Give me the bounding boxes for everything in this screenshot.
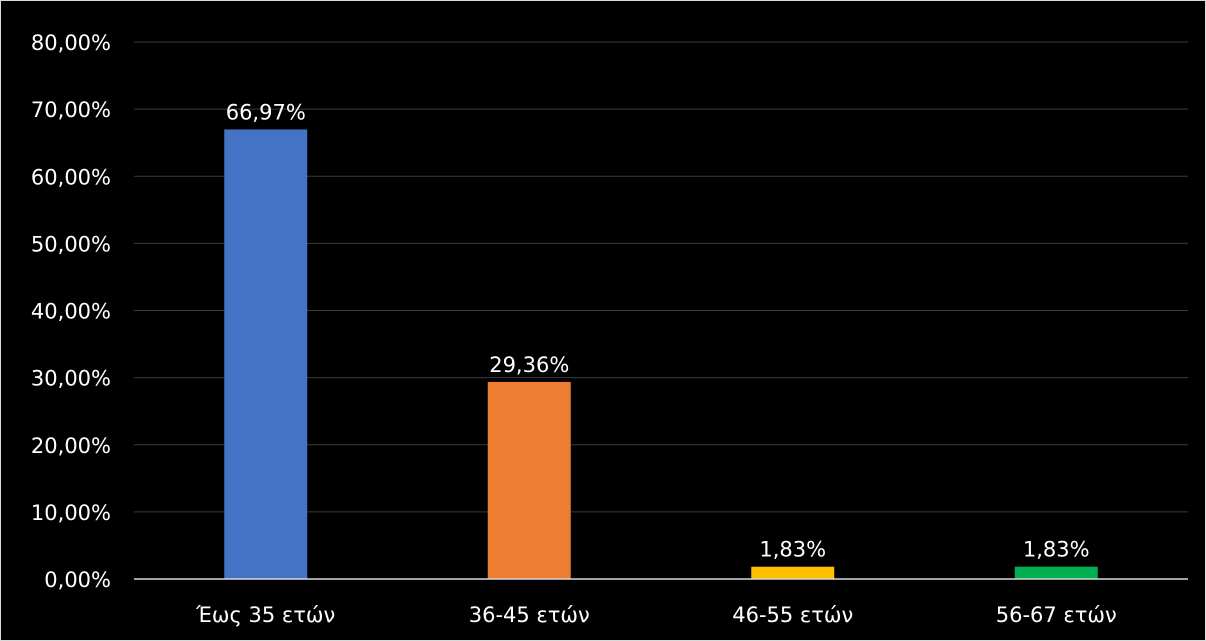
data-label: 1,83% bbox=[759, 538, 826, 562]
y-tick-label: 80,00% bbox=[31, 31, 111, 55]
data-label: 29,36% bbox=[489, 353, 569, 377]
y-tick-label: 20,00% bbox=[31, 434, 111, 458]
y-tick-label: 10,00% bbox=[31, 501, 111, 525]
x-category-label: 36-45 ετών bbox=[469, 603, 590, 627]
data-label: 1,83% bbox=[1023, 538, 1090, 562]
y-tick-label: 0,00% bbox=[44, 568, 111, 592]
bar bbox=[751, 566, 835, 579]
bars bbox=[224, 129, 1098, 580]
y-tick-label: 50,00% bbox=[31, 232, 111, 256]
y-tick-label: 40,00% bbox=[31, 300, 111, 324]
y-axis-tick-labels: 0,00% 10,00% 20,00% 30,00% 40,00% 50,00% 60,00… bbox=[31, 31, 111, 592]
bar bbox=[487, 381, 571, 579]
x-category-label: 56-67 ετών bbox=[996, 603, 1117, 627]
x-category-label: Έως 35 ετών bbox=[195, 603, 335, 627]
y-tick-label: 70,00% bbox=[31, 98, 111, 122]
x-axis-category-labels: Έως 35 ετών 36-45 ετών 46-55 ετών 56-67 ετώ… bbox=[195, 603, 1116, 627]
data-labels: 66,97% 29,36% 1,83% 1,83% bbox=[226, 100, 1090, 561]
y-tick-label: 30,00% bbox=[31, 367, 111, 391]
x-category-label: 46-55 ετών bbox=[732, 603, 853, 627]
bar bbox=[1014, 566, 1098, 579]
data-label: 66,97% bbox=[226, 100, 306, 124]
y-tick-label: 60,00% bbox=[31, 165, 111, 189]
bar bbox=[224, 129, 308, 580]
gridlines bbox=[134, 41, 1188, 513]
